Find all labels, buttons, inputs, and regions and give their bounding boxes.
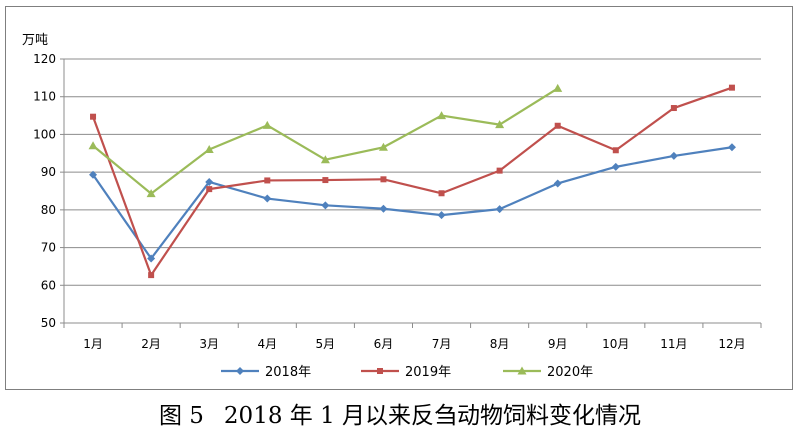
data-point xyxy=(205,177,214,186)
x-tick-label: 8月 xyxy=(490,337,510,351)
data-point xyxy=(236,367,244,375)
data-point xyxy=(377,368,383,374)
data-point xyxy=(517,366,527,375)
data-point xyxy=(263,194,272,203)
y-axis-unit-label: 万吨 xyxy=(22,33,48,48)
x-tick-label: 10月 xyxy=(602,337,629,351)
legend-label: 2019年 xyxy=(405,365,451,380)
data-point xyxy=(262,120,272,129)
data-point xyxy=(438,190,445,197)
data-point xyxy=(90,113,97,120)
series-line xyxy=(92,86,733,277)
data-point xyxy=(553,179,562,188)
data-point xyxy=(612,147,619,154)
data-point xyxy=(378,142,388,151)
data-point xyxy=(670,105,677,112)
legend-item: 2018年 xyxy=(221,365,311,380)
x-tick-label: 4月 xyxy=(257,337,277,351)
legend-label: 2020年 xyxy=(547,365,593,380)
y-tick-label: 110 xyxy=(33,90,56,104)
data-point xyxy=(322,177,329,184)
x-tick-label: 3月 xyxy=(199,337,219,351)
data-point xyxy=(495,205,504,214)
data-point xyxy=(146,189,156,198)
y-tick-label: 120 xyxy=(33,52,56,66)
data-point xyxy=(728,84,735,91)
legend: 2018年 2019年 2020年 xyxy=(221,365,593,380)
series-line xyxy=(92,146,733,260)
series-2018年 xyxy=(89,143,736,263)
data-point xyxy=(727,143,736,152)
y-tick-label: 80 xyxy=(41,203,56,217)
series-2019年 xyxy=(90,84,735,279)
figure-number: 图 5 xyxy=(158,403,204,429)
data-point xyxy=(437,211,446,220)
data-point xyxy=(264,177,271,184)
data-point xyxy=(88,141,98,150)
x-tick-label: 7月 xyxy=(432,337,452,351)
grid-lines xyxy=(64,58,761,286)
chart-frame: 50 60 70 80 90 100 110 120 1月 2月 3月 4月 5月 6月 7月 8月 9月 10月… xyxy=(5,6,793,390)
x-tick-label: 5月 xyxy=(316,337,336,351)
x-tick-label: 9月 xyxy=(548,337,568,351)
x-tick-label: 1月 xyxy=(83,337,103,351)
data-point xyxy=(554,122,561,129)
x-tick-label: 12月 xyxy=(718,337,745,351)
data-point xyxy=(147,254,156,263)
data-point xyxy=(553,83,563,92)
y-tick-label: 90 xyxy=(41,165,56,179)
y-tick-label: 100 xyxy=(33,127,56,141)
axes: 50 60 70 80 90 100 110 120 1月 2月 3月 4月 5月 6月 7月 8月 9月 10月… xyxy=(33,52,762,351)
x-tick-label: 2月 xyxy=(141,337,161,351)
x-tick-label: 11月 xyxy=(660,337,687,351)
figure-title: 2018 年 1 月以来反刍动物饲料变化情况 xyxy=(223,403,642,429)
legend-item: 2019年 xyxy=(361,365,451,380)
data-point xyxy=(495,120,505,129)
x-tick-label: 6月 xyxy=(374,337,394,351)
series-2020年 xyxy=(88,83,563,198)
legend-item: 2020年 xyxy=(503,365,593,380)
y-tick-label: 60 xyxy=(41,278,56,292)
data-point xyxy=(669,151,678,160)
y-tick-label: 50 xyxy=(41,316,56,330)
figure-caption: 图 5 2018 年 1 月以来反刍动物饲料变化情况 xyxy=(0,396,800,430)
data-point xyxy=(89,170,98,179)
legend-label: 2018年 xyxy=(265,365,311,380)
data-point xyxy=(611,162,620,171)
data-point xyxy=(496,167,503,174)
data-point xyxy=(380,176,387,183)
data-point xyxy=(204,145,214,154)
data-point xyxy=(320,155,330,164)
data-point xyxy=(148,272,155,279)
line-chart: 50 60 70 80 90 100 110 120 1月 2月 3月 4月 5月 6月 7月 8月 9月 10月… xyxy=(22,33,762,380)
data-point xyxy=(437,111,447,120)
y-tick-label: 70 xyxy=(41,241,56,255)
series-lines xyxy=(88,83,736,279)
data-point xyxy=(379,204,388,213)
data-point xyxy=(206,186,213,193)
data-point xyxy=(321,201,330,210)
